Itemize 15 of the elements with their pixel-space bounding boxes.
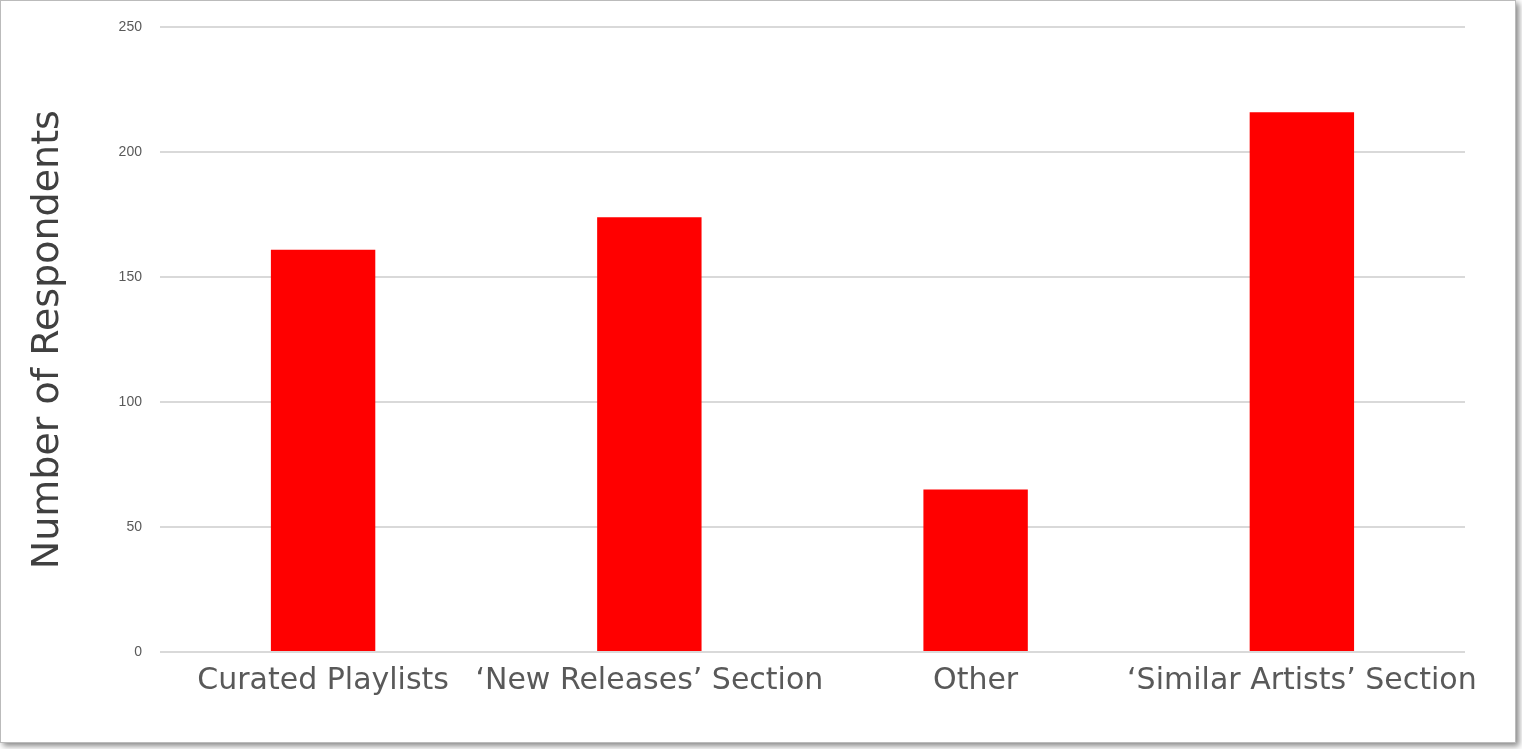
y-tick-label: 150 <box>118 268 143 285</box>
x-tick-label: Other <box>933 660 1019 696</box>
x-tick-label: ‘New Releases’ Section <box>475 660 824 696</box>
y-tick-label: 50 <box>126 517 143 534</box>
y-tick-label: 200 <box>118 143 143 160</box>
x-tick-label: ‘Similar Artists’ Section <box>1127 660 1477 696</box>
y-tick-label: 100 <box>118 393 143 410</box>
bar <box>597 217 702 651</box>
y-axis-title: Number of Respondents <box>22 110 67 570</box>
x-tick-label: Curated Playlists <box>197 660 449 696</box>
y-tick-label: 0 <box>134 642 143 659</box>
y-tick-label: 250 <box>118 18 143 35</box>
bar <box>270 249 376 651</box>
bar <box>923 489 1028 651</box>
bar <box>1249 112 1355 651</box>
